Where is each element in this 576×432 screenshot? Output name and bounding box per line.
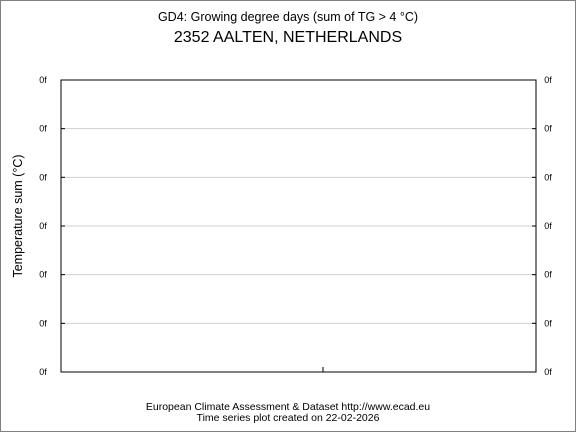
- chart-title: GD4: Growing degree days (sum of TG > 4 …: [158, 10, 418, 24]
- y-tick-label-left: 0f: [39, 172, 47, 182]
- y-tick-label-right: 0f: [544, 124, 552, 134]
- y-tick-label-left: 0f: [39, 124, 47, 134]
- y-ticks-right: 0f 0f 0f 0f 0f 0f 0f: [532, 75, 552, 377]
- y-tick-label-left: 0f: [39, 270, 47, 280]
- footer-credit: European Climate Assessment & Dataset ht…: [146, 401, 430, 413]
- y-ticks-left: 0f 0f 0f 0f 0f 0f 0f: [39, 75, 65, 377]
- y-tick-label-right: 0f: [544, 270, 552, 280]
- footer-created: Time series plot created on 22-02-2026: [197, 412, 380, 424]
- gridlines: [61, 128, 536, 324]
- y-tick-label-left: 0f: [39, 367, 47, 377]
- y-tick-label-left: 0f: [39, 75, 47, 85]
- y-tick-label-left: 0f: [39, 318, 47, 328]
- y-tick-label-left: 0f: [39, 221, 47, 231]
- y-tick-label-right: 0f: [544, 367, 552, 377]
- y-tick-label-right: 0f: [544, 221, 552, 231]
- y-tick-label-right: 0f: [544, 172, 552, 182]
- y-axis-label: Temperature sum (°C): [11, 154, 25, 277]
- y-tick-label-right: 0f: [544, 318, 552, 328]
- y-tick-label-right: 0f: [544, 75, 552, 85]
- chart-subtitle: 2352 AALTEN, NETHERLANDS: [174, 29, 402, 46]
